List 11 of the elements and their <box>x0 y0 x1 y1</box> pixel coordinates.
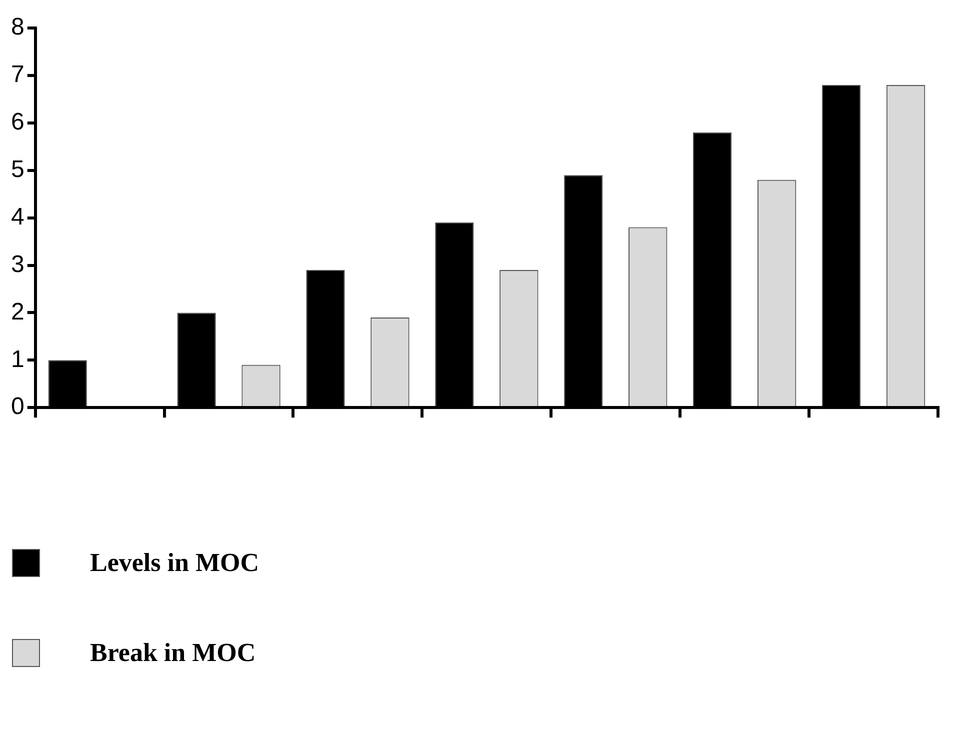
y-tick-label: 4 <box>10 203 24 230</box>
legend-label: Break in MOC <box>90 638 256 668</box>
y-tick-label: 2 <box>10 298 24 326</box>
y-tick-label: 1 <box>10 346 24 373</box>
y-tick-label: 7 <box>10 61 24 88</box>
y-tick-label: 5 <box>10 156 24 183</box>
y-tick-label: 0 <box>10 393 24 420</box>
y-tick-label: 6 <box>10 108 24 136</box>
legend-label: Levels in MOC <box>90 548 259 578</box>
y-tick-label: 3 <box>10 250 24 278</box>
y-tick-label: 8 <box>10 14 24 41</box>
